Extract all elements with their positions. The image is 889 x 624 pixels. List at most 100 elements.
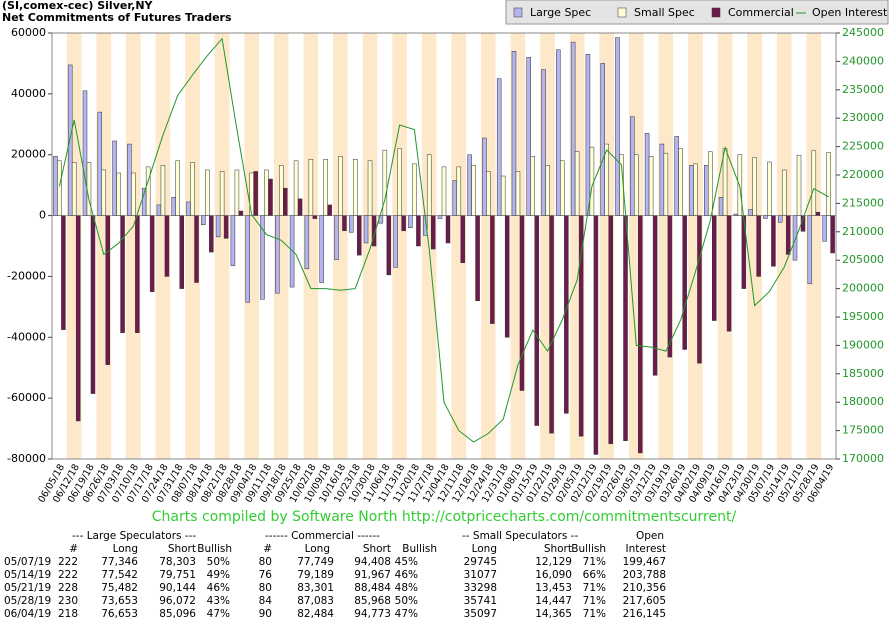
bar [238, 210, 244, 216]
bar [230, 215, 236, 267]
table-cell: 82,484 [297, 608, 334, 620]
bar [348, 215, 354, 233]
bar [792, 215, 798, 261]
bar [807, 215, 813, 285]
bar [604, 143, 609, 216]
table-header: Long [305, 543, 330, 555]
bar [515, 171, 521, 216]
stripe [140, 33, 156, 459]
bar [526, 57, 532, 216]
y2-tick-label: 195000 [842, 310, 884, 323]
table-cell: 80 [259, 582, 272, 594]
table-header: Bullish [402, 543, 437, 555]
table-cell: 94,773 [354, 608, 391, 620]
bar [363, 215, 369, 244]
table-cell: 71% [583, 582, 606, 594]
table-cell: 71% [583, 556, 606, 568]
bar [452, 180, 458, 216]
bar [101, 169, 107, 216]
bar [781, 169, 787, 216]
bar [589, 146, 595, 216]
bar [145, 166, 151, 216]
stripe [199, 33, 215, 459]
table-header: Open [636, 530, 664, 542]
bar [397, 148, 402, 216]
stripe [288, 33, 304, 459]
bar [777, 215, 783, 223]
stripe [791, 33, 807, 459]
table-header: Bullish [571, 543, 606, 555]
y2-tick-label: 230000 [842, 111, 884, 124]
y2-tick-label: 180000 [842, 395, 884, 408]
bar [75, 215, 81, 422]
legend-swatch [711, 7, 721, 18]
bar [674, 136, 679, 216]
table-cell: 90 [259, 608, 272, 620]
table-cell: 12,129 [535, 556, 572, 568]
stripe [125, 33, 141, 459]
table-cell: 199,467 [623, 556, 666, 568]
bar [127, 143, 132, 216]
bar [90, 215, 96, 394]
bar [342, 215, 347, 232]
bar [131, 172, 136, 216]
y2-tick-label: 175000 [842, 424, 884, 437]
stripe [52, 33, 67, 459]
table-cell: 76,653 [101, 608, 138, 620]
table-header: # [263, 543, 272, 555]
stripe [170, 33, 186, 459]
stripe [407, 33, 422, 459]
bar [97, 111, 103, 216]
bar [534, 215, 540, 426]
y2-tick-label: 245000 [842, 26, 884, 39]
y2-tick-label: 185000 [842, 367, 884, 380]
bar [796, 154, 802, 216]
bar [600, 63, 605, 216]
table-cell: 05/21/19 [4, 582, 51, 594]
table-cell: 87,083 [297, 595, 334, 607]
bar [426, 154, 432, 216]
bar [82, 90, 88, 216]
bar [500, 175, 506, 216]
y2-tick-label: 205000 [842, 253, 884, 266]
bar [201, 215, 206, 225]
bar [826, 152, 831, 216]
bar [356, 215, 362, 256]
table-header: -- Small Speculators -- [462, 530, 578, 542]
stripe [436, 33, 452, 459]
chart-subtitle: Net Commitments of Futures Traders [2, 11, 232, 24]
bar [209, 215, 214, 253]
y-tick-label: 40000 [11, 87, 46, 100]
bar [179, 215, 184, 289]
stripe [762, 33, 777, 459]
table-cell: 218 [58, 608, 78, 620]
legend-swatch [617, 7, 627, 18]
bar [352, 159, 358, 216]
bar [245, 215, 250, 303]
bar [164, 215, 170, 277]
stripe [347, 33, 363, 459]
bar [67, 64, 73, 216]
bar [156, 204, 162, 216]
bar [726, 215, 732, 332]
stripe [333, 33, 348, 459]
bar [830, 215, 835, 254]
bar [748, 209, 753, 216]
stripe [318, 33, 334, 459]
stripe [362, 33, 378, 459]
bar [659, 143, 665, 216]
y-tick-label: -60000 [7, 391, 46, 404]
bar [416, 215, 421, 247]
bar [504, 215, 510, 338]
y2-tick-label: 225000 [842, 140, 884, 153]
stripe [451, 33, 467, 459]
bar [644, 133, 650, 216]
stripe [229, 33, 245, 459]
bar [549, 215, 554, 434]
bar [822, 215, 827, 242]
table-header: # [69, 543, 78, 555]
bar [234, 169, 240, 216]
bar [194, 215, 199, 283]
bar [689, 165, 694, 216]
